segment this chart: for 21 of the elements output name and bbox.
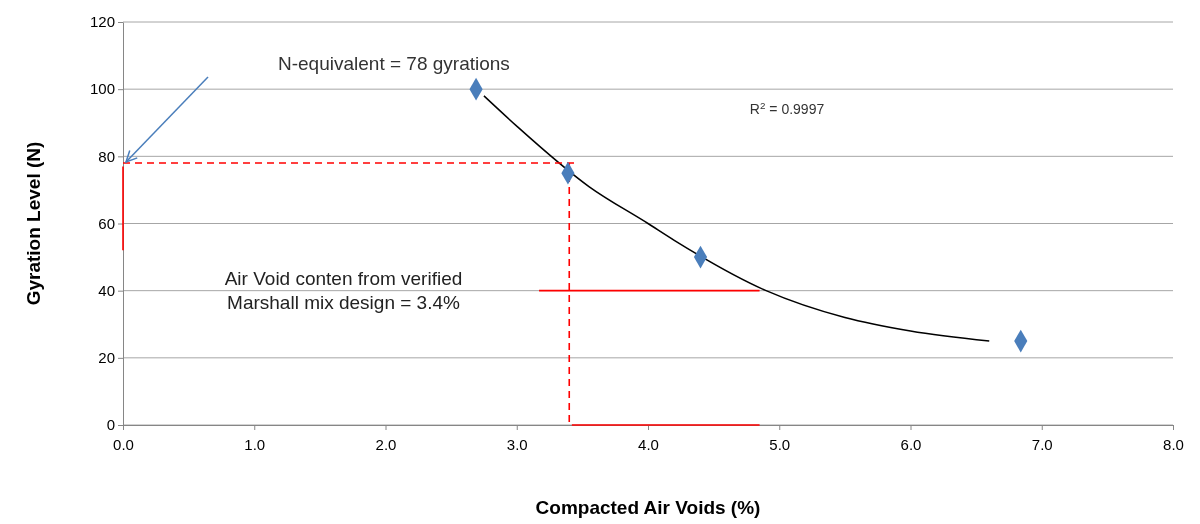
x-tick-label: 2.0 [375, 435, 397, 453]
annotation: Air Void conten from verified Marshall mix design = 3.4% [224, 268, 463, 313]
y-tick-label: 0 [106, 416, 115, 434]
x-tick-label: 8.0 [1163, 435, 1184, 453]
y-tick-label: 80 [98, 147, 115, 165]
annotation: N-equivalent = 78 gyrations [278, 53, 510, 74]
x-tick-label: 7.0 [1031, 435, 1053, 453]
y-tick-label: 100 [89, 80, 115, 98]
y-tick-label: 60 [98, 214, 115, 232]
x-tick-label: 1.0 [244, 435, 266, 453]
x-tick-label: 0.0 [113, 435, 134, 453]
y-tick-label: 120 [89, 13, 115, 31]
x-tick-label: 4.0 [638, 435, 659, 453]
x-tick-label: 6.0 [900, 435, 922, 453]
x-tick-label: 5.0 [769, 435, 791, 453]
x-axis-title: Compacted Air Voids (%) [535, 497, 761, 518]
y-tick-label: 20 [98, 349, 115, 367]
y-axis-title: Gyration Level (N) [23, 141, 44, 306]
y-tick-label: 40 [98, 281, 115, 299]
annotation: R$^{2}$ = 0.9997 [749, 99, 825, 117]
x-tick-label: 3.0 [506, 435, 528, 453]
